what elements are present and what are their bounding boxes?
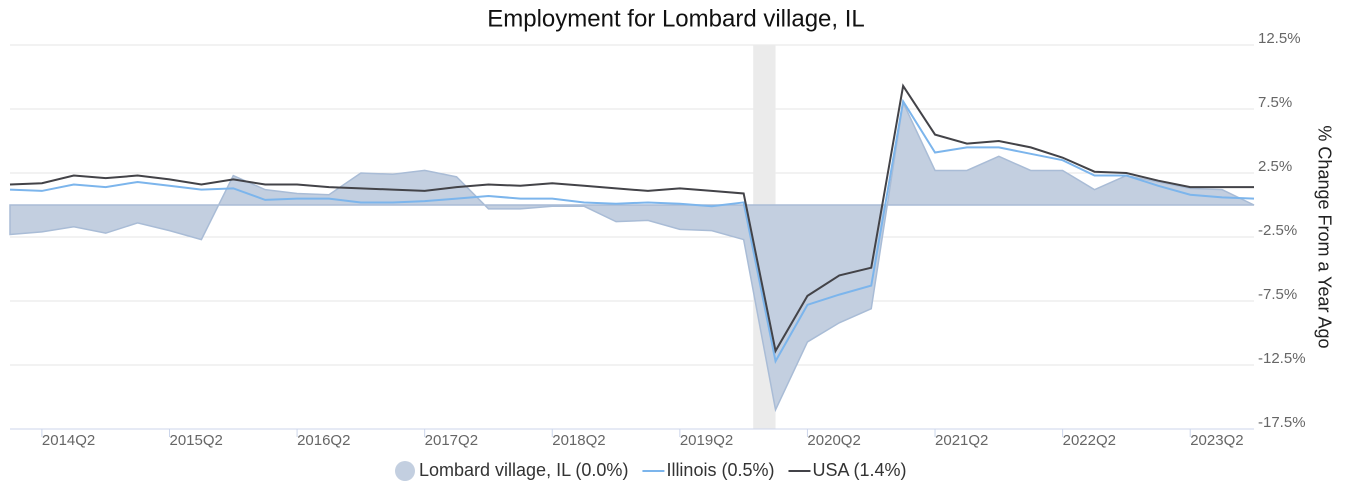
x-tick-label: 2021Q2 [935, 432, 988, 449]
line [9, 83, 1254, 354]
x-tick-label: 2016Q2 [297, 432, 350, 449]
x-tick-label: 2018Q2 [552, 432, 605, 449]
area [9, 100, 1255, 413]
x-tick-label: 2015Q2 [169, 432, 222, 449]
y-tick-label: -12.5% [1258, 350, 1306, 367]
y-axis-label: % Change From a Year Ago [1314, 125, 1334, 348]
chart-title: Employment for Lombard village, IL [487, 5, 865, 32]
legend-marker [395, 461, 415, 481]
y-tick-label: 7.5% [1258, 94, 1292, 111]
y-tick-label: -2.5% [1258, 222, 1297, 239]
legend-label: Lombard village, IL (0.0%) [419, 460, 628, 480]
x-tick-label: 2023Q2 [1190, 432, 1243, 449]
legend-label: Illinois (0.5%) [666, 460, 774, 480]
x-tick-label: 2022Q2 [1063, 432, 1116, 449]
x-tick-label: 2017Q2 [425, 432, 478, 449]
y-tick-label: -7.5% [1258, 286, 1297, 303]
y-tick-label: 12.5% [1258, 30, 1301, 47]
x-tick-label: 2020Q2 [807, 432, 860, 449]
line [9, 98, 1255, 364]
x-tick-label: 2019Q2 [680, 432, 733, 449]
y-tick-label: -17.5% [1258, 414, 1306, 431]
y-tick-label: 2.5% [1258, 158, 1292, 175]
x-tick-label: 2014Q2 [42, 432, 95, 449]
legend-label: USA (1.4%) [812, 460, 906, 480]
